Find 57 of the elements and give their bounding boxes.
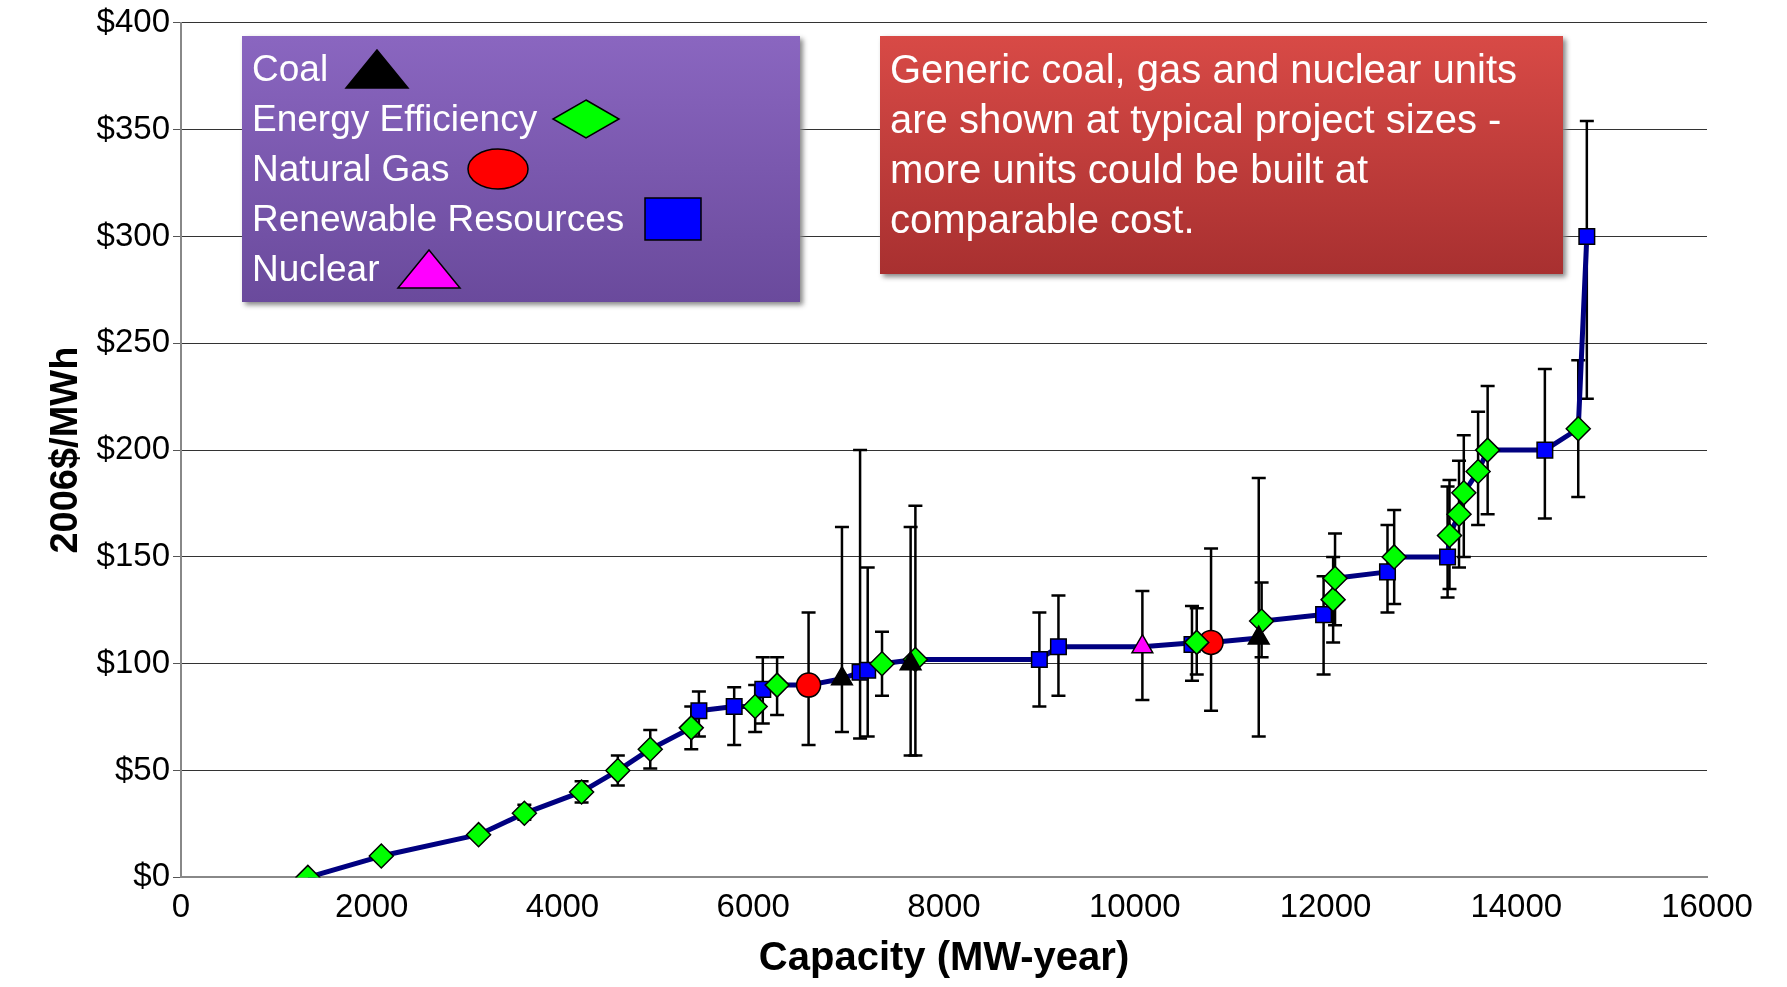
x-tick-label: 12000 [1279, 887, 1372, 925]
legend-label: Nuclear [252, 248, 380, 290]
point [742, 693, 768, 720]
x-axis-title: Capacity (MW-year) [758, 934, 1130, 979]
x-tick-label: 10000 [1088, 887, 1181, 925]
point [1049, 638, 1067, 656]
point [1315, 606, 1333, 624]
y-tick-label: $200 [96, 429, 171, 467]
x-tick-label: 4000 [525, 887, 600, 925]
point [1439, 548, 1457, 566]
point [1381, 544, 1407, 570]
point [1320, 586, 1346, 613]
legend-label: Natural Gas [252, 148, 450, 190]
x-tick-label: 8000 [907, 887, 981, 925]
annotation: Generic coal, gas and nuclear units are shown at typical project sizes - more units could be built at comparable cost. [890, 46, 1519, 243]
point [605, 757, 631, 784]
point [1184, 629, 1210, 656]
x-tick-label: 6000 [716, 887, 790, 925]
x-tick-label: 0 [171, 887, 191, 925]
point [1465, 458, 1491, 485]
x-tick-label: 16000 [1661, 887, 1753, 925]
legend-label: Renewable Resources [252, 198, 625, 240]
y-tick-label: $400 [96, 1, 171, 39]
point [678, 715, 705, 741]
y-tick-label: $0 [133, 856, 171, 894]
callout-box: Generic coal, gas and nuclear units are shown at typical project sizes - more units could be built at comparable cost. [880, 36, 1563, 274]
point [1578, 227, 1596, 245]
y-tick-label: $100 [96, 642, 171, 680]
x-tick-label: 2000 [335, 887, 409, 925]
y-tick-label: $350 [96, 108, 171, 146]
point [1536, 441, 1554, 459]
point [1565, 415, 1591, 442]
point [764, 672, 790, 698]
point [637, 736, 663, 762]
y-tick-label: $150 [96, 536, 171, 574]
y-tick-label: $300 [96, 215, 171, 253]
point [1446, 501, 1472, 527]
point [1451, 480, 1477, 506]
x-tick-label: 14000 [1470, 887, 1563, 925]
point [511, 800, 538, 827]
point [690, 702, 708, 720]
point [1436, 522, 1463, 549]
y-tick-label: $250 [96, 322, 171, 360]
point [795, 672, 822, 698]
point [1322, 565, 1348, 592]
point [1474, 437, 1501, 463]
point [725, 697, 743, 716]
y-tick-label: $50 [114, 749, 171, 787]
y-axis-title: 2006$/MWh [43, 346, 86, 554]
legend-label: Energy Efficiency [252, 98, 538, 140]
point [568, 779, 595, 805]
point [368, 843, 395, 869]
point [1248, 608, 1275, 634]
legend-label: Coal [252, 48, 329, 90]
point [1030, 650, 1048, 669]
point [465, 821, 492, 848]
point [869, 651, 895, 677]
